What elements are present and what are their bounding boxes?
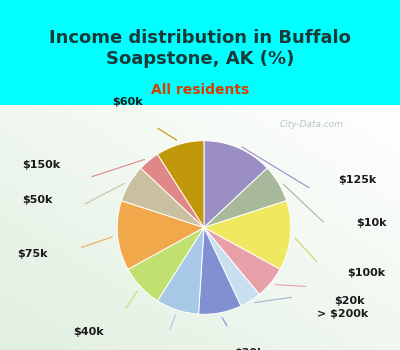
Text: $50k: $50k [22,195,52,205]
Wedge shape [128,228,204,301]
Text: $60k: $60k [113,97,143,107]
Wedge shape [204,228,280,294]
Text: City-Data.com: City-Data.com [280,120,344,129]
Text: $150k: $150k [23,160,61,170]
Text: $10k: $10k [356,218,386,228]
Text: $30k: $30k [234,348,265,350]
Wedge shape [141,154,204,228]
Text: All residents: All residents [151,83,249,97]
Wedge shape [204,228,259,306]
Wedge shape [117,201,204,269]
Wedge shape [198,228,241,314]
Text: $40k: $40k [74,327,104,337]
Text: $75k: $75k [17,248,48,259]
Wedge shape [204,141,267,228]
Text: Income distribution in Buffalo
Soapstone, AK (%): Income distribution in Buffalo Soapstone… [49,29,351,68]
Text: $100k: $100k [347,268,385,278]
Wedge shape [122,168,204,228]
Text: > $200k: > $200k [317,309,368,319]
Text: $20k: $20k [334,296,365,306]
Wedge shape [204,168,286,228]
Wedge shape [204,201,291,269]
Text: $125k: $125k [338,175,377,185]
Wedge shape [158,141,204,228]
Wedge shape [158,228,204,314]
